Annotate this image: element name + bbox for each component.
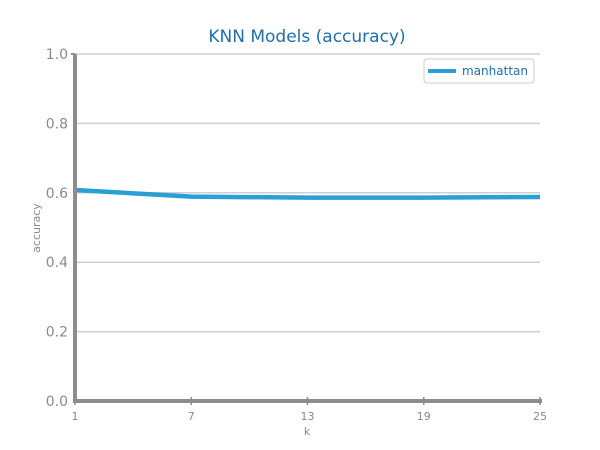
x-axis-label: k	[304, 425, 311, 438]
x-tick-label: 13	[301, 410, 315, 423]
y-axis-label: accuracy	[30, 203, 43, 253]
x-tick-label: 7	[188, 410, 195, 423]
y-tick-label: 0.8	[46, 116, 68, 132]
series-layer	[74, 187, 541, 200]
y-tick-label: 0.6	[46, 186, 68, 202]
y-tick-label: 0.4	[46, 255, 68, 271]
x-tick-label: 1	[72, 410, 79, 423]
x-tick-label: 25	[533, 410, 547, 423]
axis-layer	[71, 53, 542, 403]
series-line-manhattan	[74, 187, 541, 200]
y-tick-label: 1.0	[46, 47, 68, 63]
legend-box	[423, 58, 535, 84]
chart-title: KNN Models (accuracy)	[208, 27, 405, 47]
legend-label-manhattan: manhattan	[462, 64, 528, 78]
legend: manhattan	[423, 58, 535, 84]
y-tick-label: 0.2	[46, 325, 68, 341]
ticks-layer: 0.0 0.2 0.4 0.6 0.8 1.0 1 7 13 19 25	[46, 47, 547, 423]
x-tick-label: 19	[417, 410, 431, 423]
y-tick-label: 0.0	[46, 394, 68, 410]
